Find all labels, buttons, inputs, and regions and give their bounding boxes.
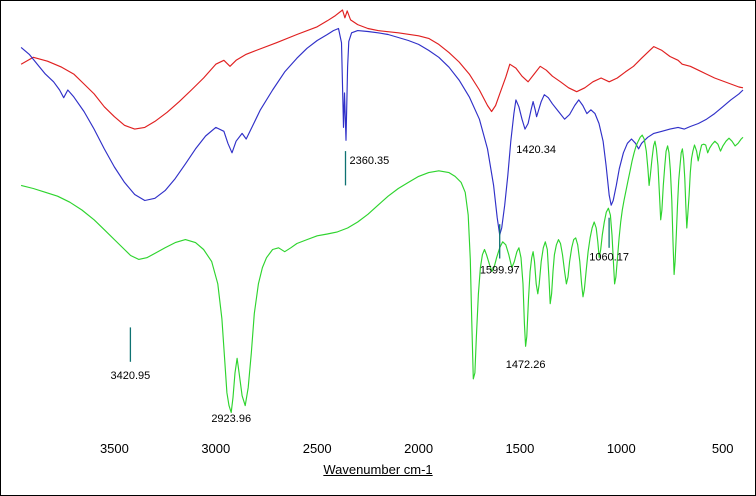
peak-label: 1599.97	[480, 265, 520, 277]
peak-label: 2923.96	[211, 413, 251, 425]
x-tick-label: 2000	[404, 441, 433, 456]
x-tick-label: 2500	[303, 441, 332, 456]
x-tick-label: 3000	[201, 441, 230, 456]
series-blue-spectrum	[20, 27, 744, 236]
series-green-spectrum	[20, 134, 744, 414]
x-tick-label: 1500	[505, 441, 534, 456]
ticks-layer: 3500 3000 2500 2000 1500 1000 500	[100, 441, 734, 456]
spectrum-chart: 3420.95 2923.96 2360.35 1599.97 1472.26 1420.…	[20, 9, 744, 456]
x-axis-label: Wavenumber cm-1	[323, 462, 433, 477]
peak-label: 1420.34	[516, 144, 556, 156]
x-tick-label: 1000	[607, 441, 636, 456]
peak-label: 1472.26	[506, 359, 546, 371]
peak-label: 1060.17	[589, 252, 629, 264]
annotations-layer: 3420.95 2923.96 2360.35 1599.97 1472.26 1420.…	[111, 144, 629, 425]
peak-label: 2360.35	[350, 155, 390, 167]
x-tick-label: 3500	[100, 441, 129, 456]
x-axis-label-wrap: Wavenumber cm-1	[1, 461, 755, 479]
series-red-spectrum	[20, 9, 744, 130]
peak-label: 3420.95	[111, 370, 151, 382]
x-tick-label: 500	[712, 441, 734, 456]
series-layer	[20, 9, 744, 414]
